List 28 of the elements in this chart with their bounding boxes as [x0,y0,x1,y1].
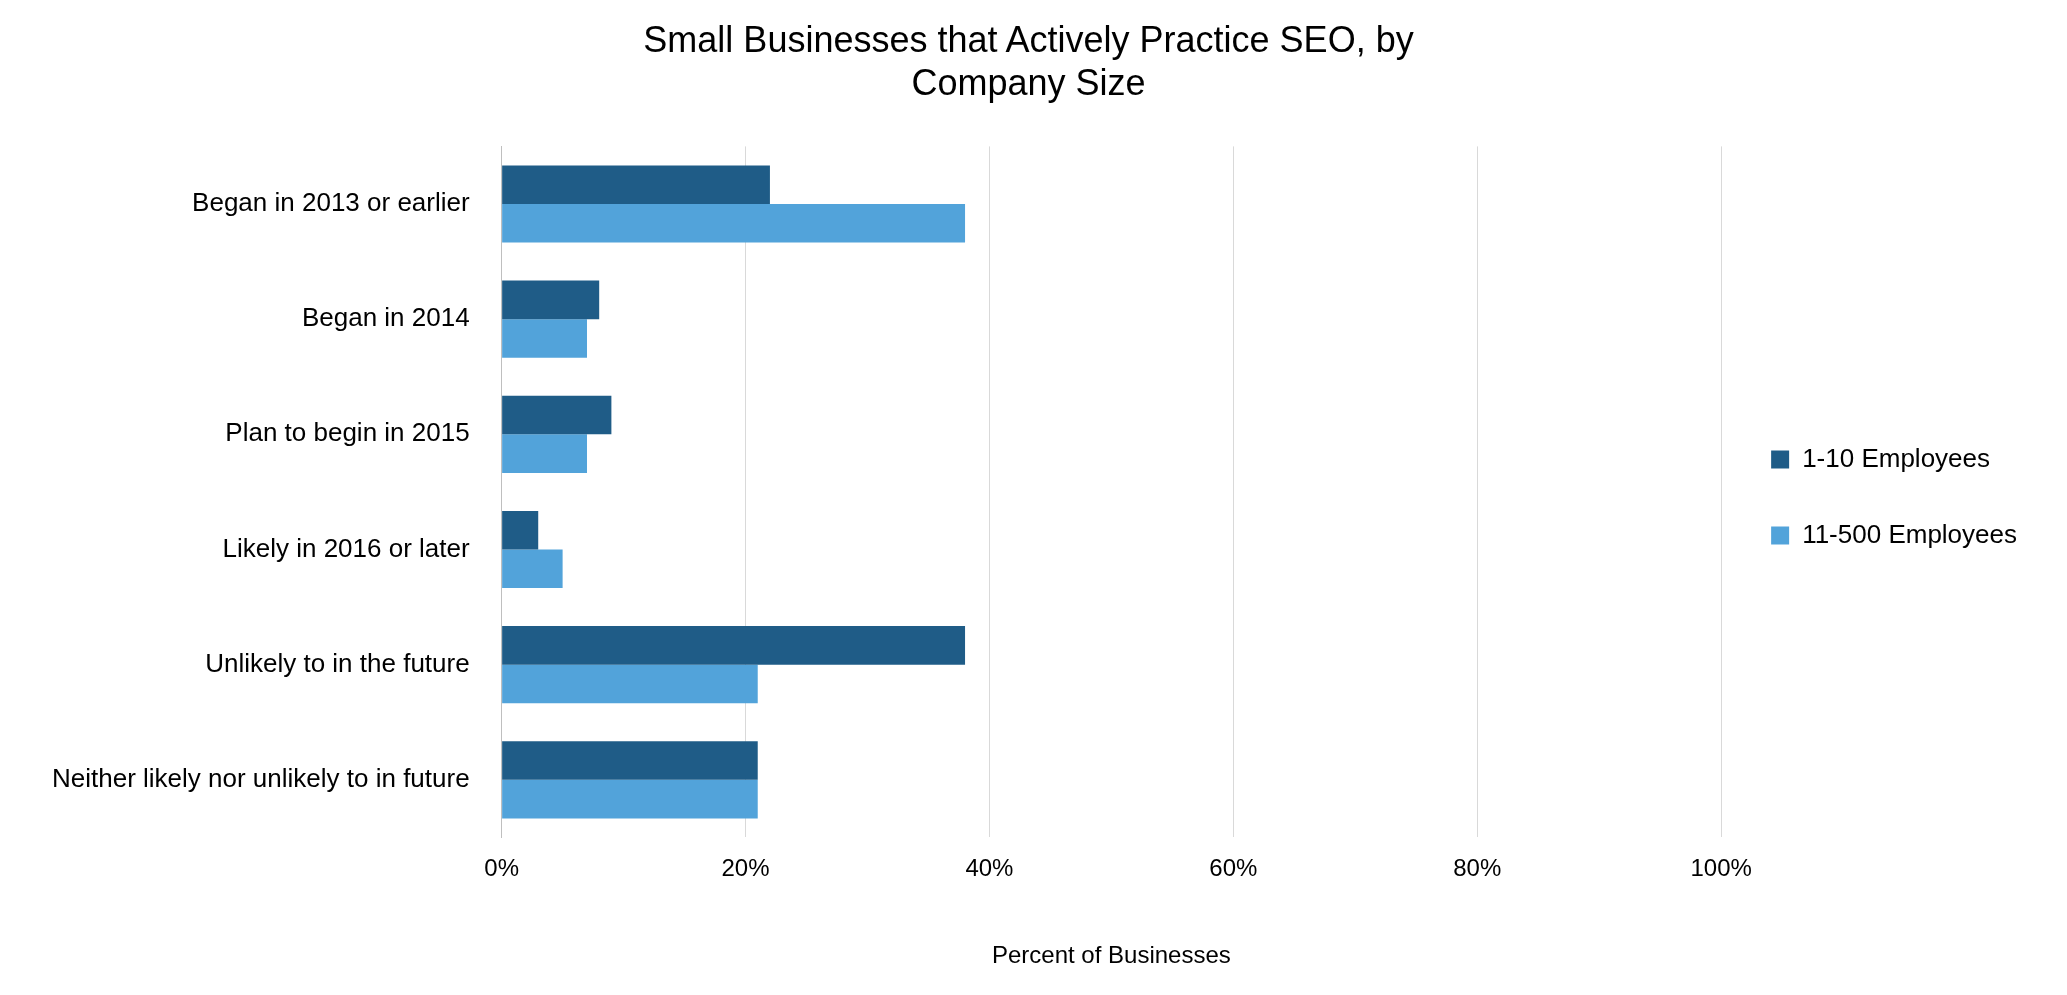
x-tick-label: 100% [1690,854,1752,882]
bar [502,395,612,435]
x-tick-label: 20% [721,854,770,882]
bar [502,664,758,704]
bar [502,319,587,358]
bar [502,741,758,780]
x-axis-title: Percent of Businesses [991,941,1231,969]
bar [502,510,539,550]
legend-label: 11-500 Employees [1802,518,2018,549]
bar [502,280,600,320]
bar [502,779,758,819]
y-tick-label: Began in 2013 or earlier [192,187,470,218]
x-tick-label: 80% [1453,854,1502,882]
y-tick-label: Likely in 2016 or later [222,532,470,563]
x-tick-label: 0% [484,854,519,882]
y-tick-label: Began in 2014 [301,302,470,333]
y-tick-label: Neither likely nor unlikely to in future [52,762,470,793]
y-tick-label: Unlikely to in the future [205,647,470,678]
x-tick-label: 40% [965,854,1014,882]
bar [502,626,966,665]
y-tick-label: Plan to begin in 2015 [225,417,470,448]
bar [502,549,563,589]
bar [502,203,966,243]
bar [502,434,587,473]
chart-title: Small Businesses that Actively Practice SEO, by Company Size [643,18,1414,103]
bar [502,165,770,204]
legend-label: 1-10 Employees [1802,442,1991,473]
x-tick-label: 60% [1209,854,1258,882]
